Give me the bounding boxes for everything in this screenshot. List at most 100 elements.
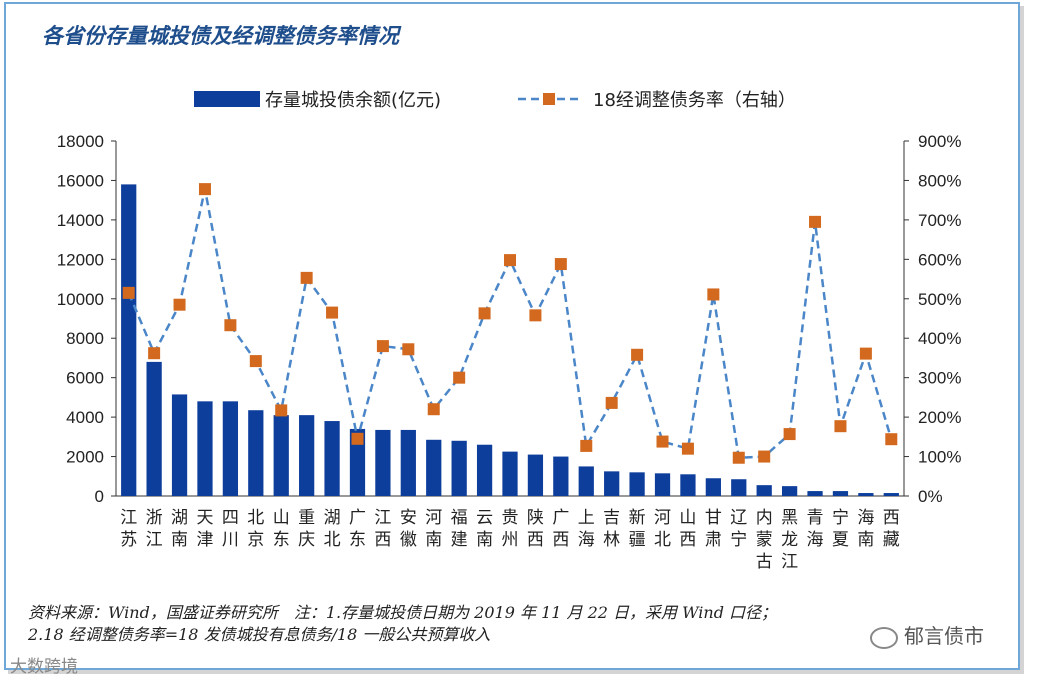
y-left-tick-label: 14000 [57, 211, 104, 230]
bar [248, 410, 264, 496]
line-marker [478, 307, 491, 320]
y-right-tick-label: 700% [918, 211, 961, 230]
line-marker [656, 435, 669, 448]
y-right-tick-label: 800% [918, 171, 961, 190]
bar [604, 471, 620, 496]
x-tick-label: 江西 [374, 508, 391, 550]
y-right-tick-label: 300% [918, 369, 961, 388]
x-tick-label: 黑龙江 [781, 508, 798, 572]
y-right-tick-label: 400% [918, 329, 961, 348]
bar [273, 415, 289, 496]
x-tick-label: 江苏 [120, 508, 137, 550]
x-tick-label: 四川 [222, 508, 239, 550]
line-marker [122, 286, 135, 299]
y-right-tick-label: 100% [918, 448, 961, 467]
line-marker [376, 340, 389, 353]
x-tick-label: 海南 [857, 508, 874, 550]
line-marker [453, 371, 466, 384]
bar [553, 456, 569, 496]
x-tick-label: 陕西 [527, 508, 544, 550]
line-marker [885, 433, 898, 446]
bar [756, 485, 772, 496]
bar [400, 429, 416, 496]
line-marker [529, 309, 542, 322]
bar [451, 440, 467, 496]
x-tick-label: 山东 [273, 508, 290, 550]
bar [680, 474, 696, 496]
bar [654, 473, 671, 496]
x-tick-label: 广西 [552, 508, 569, 550]
line-marker [554, 258, 567, 271]
line-marker [732, 451, 745, 464]
wechat-watermark-text: 郁言债市 [904, 624, 984, 648]
x-tick-label: 河南 [425, 508, 442, 550]
line-series [127, 188, 893, 460]
bar [171, 394, 188, 496]
bar [578, 466, 594, 496]
x-tick-label: 山西 [679, 508, 696, 550]
x-tick-label: 西藏 [883, 508, 900, 550]
y-left-tick-label: 8000 [66, 329, 104, 348]
y-left-tick-label: 10000 [57, 290, 104, 309]
chart-title: 各省份存量城投债及经调整债务率情况 [42, 23, 399, 48]
x-tick-label: 湖北 [324, 508, 341, 550]
wechat-icon [870, 626, 898, 649]
line-marker [275, 404, 288, 417]
bar [629, 472, 645, 496]
line-marker [758, 450, 771, 463]
x-tick-label: 重庆 [298, 508, 315, 550]
line-marker [504, 254, 516, 267]
x-tick-label: 新疆 [629, 508, 646, 550]
x-tick-label: 辽宁 [730, 508, 747, 550]
source-note: 资料来源：Wind，国盛证券研究所 注：1.存量城投债日期为 2019 年 11… [28, 602, 777, 646]
x-tick-label: 河北 [654, 508, 671, 550]
x-tick-label: 甘肃 [705, 508, 722, 550]
x-tick-label: 安徽 [400, 508, 417, 550]
bar [781, 486, 798, 496]
line-marker [300, 271, 313, 284]
line-marker [580, 439, 593, 452]
bar [299, 415, 315, 496]
line-marker [402, 343, 415, 356]
legend-line-label: 18经调整债务率（右轴） [593, 90, 796, 111]
line-marker [605, 396, 618, 409]
line-marker [631, 348, 644, 361]
bar [324, 421, 340, 496]
x-tick-label: 云南 [476, 508, 493, 550]
line-marker [148, 347, 161, 360]
x-tick-label: 宁夏 [832, 508, 849, 550]
y-right-tick-label: 0% [918, 487, 943, 506]
x-tick-label: 吉林 [603, 508, 620, 550]
y-left-tick-label: 4000 [66, 408, 104, 427]
x-tick-label: 广东 [349, 508, 366, 550]
x-tick-label: 福建 [451, 508, 468, 550]
source-line-1: 资料来源：Wind，国盛证券研究所 注：1.存量城投债日期为 2019 年 11… [28, 603, 778, 622]
legend-bar-label: 存量城投债余额(亿元) [265, 90, 441, 111]
chart-frame [4, 2, 1020, 670]
line-marker [427, 403, 440, 416]
y-right-tick-label: 600% [918, 250, 961, 269]
bar [222, 401, 239, 496]
bar [426, 439, 442, 496]
x-tick-label: 浙江 [146, 508, 163, 550]
legend-line-marker [543, 93, 555, 105]
bar [731, 479, 747, 496]
y-left-tick-label: 0 [95, 487, 104, 506]
line-marker [783, 428, 796, 441]
x-tick-label: 湖南 [171, 508, 188, 550]
source-line-2: 2.18 经调整债务率=18 发债城投有息债务/18 一般公共预算收入 [28, 625, 491, 644]
x-tick-label: 上海 [578, 508, 595, 550]
bar [883, 493, 899, 496]
y-right-tick-label: 900% [918, 132, 961, 151]
wechat-watermark: 郁言债市 [870, 620, 984, 649]
bar [807, 491, 823, 496]
line-marker [809, 215, 822, 228]
y-left-tick-label: 12000 [57, 250, 104, 269]
line-marker [707, 288, 720, 301]
bar [527, 454, 544, 496]
y-left-tick-label: 16000 [57, 171, 104, 190]
line-marker [173, 298, 186, 311]
bar [375, 429, 391, 496]
line-marker [859, 347, 872, 360]
